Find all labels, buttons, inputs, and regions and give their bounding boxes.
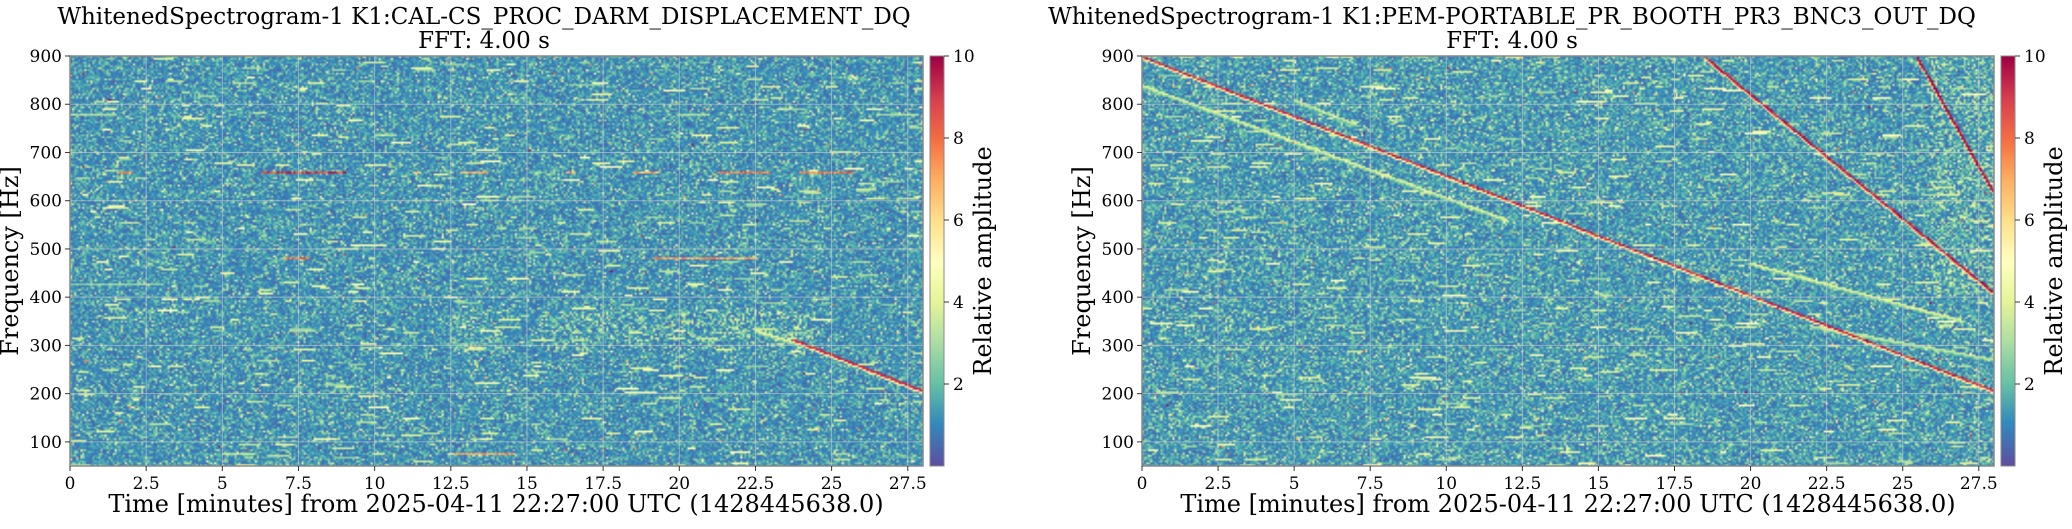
x-tick-label: 0 (1137, 474, 1148, 494)
grid-lines (70, 56, 923, 466)
y-tick-label: 100 (1102, 433, 1134, 453)
x-axis: 0 2.5 5 7.5 10 12.5 15 17.5 20 22.5 25 27.5 (1137, 466, 1998, 494)
colorbar-tick-label: 10 (2024, 47, 2046, 67)
x-tick-label: 12.5 (1503, 474, 1541, 494)
y-tick-label: 700 (30, 143, 62, 163)
colorbar (2001, 56, 2015, 466)
y-tick-label: 300 (30, 336, 62, 356)
y-tick-label: 700 (1102, 143, 1134, 163)
x-tick-label: 7.5 (285, 474, 312, 494)
colorbar-ticks: 2 4 6 8 10 (2015, 47, 2046, 395)
x-tick-label: 27.5 (889, 474, 927, 494)
y-tick-label: 800 (30, 95, 62, 115)
y-tick-label: 500 (1102, 240, 1134, 260)
x-tick-label: 5 (217, 474, 228, 494)
y-tick-label: 200 (1102, 385, 1134, 405)
y-tick-label: 900 (1102, 47, 1134, 67)
y-tick-label: 100 (30, 433, 62, 453)
grid-lines (1142, 56, 1994, 466)
y-tick-label: 900 (30, 47, 62, 67)
colorbar-frame (2000, 55, 2016, 467)
colorbar-tick-label: 8 (953, 129, 964, 149)
spectrogram-image (70, 56, 923, 466)
colorbar-tick-label: 4 (2024, 293, 2035, 313)
y-tick-label: 400 (30, 288, 62, 308)
colorbar-tick-label: 6 (953, 211, 964, 231)
x-tick-label: 2.5 (1205, 474, 1232, 494)
colorbar-tick-label: 4 (953, 293, 964, 313)
y-tick-label: 600 (1102, 192, 1134, 212)
x-tick-label: 20 (1740, 474, 1762, 494)
x-tick-label: 25 (821, 474, 843, 494)
x-tick-label: 10 (364, 474, 386, 494)
x-axis-label: Time [minutes] from 2025-04-11 22:27:00 … (1180, 490, 1955, 518)
x-tick-label: 22.5 (737, 474, 775, 494)
chart-title: WhitenedSpectrogram-1 K1:CAL-CS_PROC_DAR… (57, 4, 910, 30)
y-tick-label: 300 (1102, 336, 1134, 356)
x-tick-label: 5 (1289, 474, 1300, 494)
panel-1: WhitenedSpectrogram-1 K1:CAL-CS_PROC_DAR… (0, 4, 997, 518)
y-tick-label: 500 (30, 240, 62, 260)
y-tick-label: 600 (30, 192, 62, 212)
x-tick-label: 25 (1892, 474, 1914, 494)
chart-title: WhitenedSpectrogram-1 K1:PEM-PORTABLE_PR… (1048, 4, 1976, 30)
x-tick-label: 7.5 (1357, 474, 1384, 494)
x-tick-label: 22.5 (1808, 474, 1846, 494)
colorbar-ticks: 2 4 6 8 10 (944, 47, 975, 395)
x-tick-label: 12.5 (432, 474, 470, 494)
x-tick-label: 15 (516, 474, 538, 494)
chart-subtitle: FFT: 4.00 s (418, 28, 550, 54)
x-tick-label: 20 (668, 474, 690, 494)
y-axis: 100 200 300 400 500 600 700 800 900 (1102, 47, 1142, 453)
colorbar-tick-label: 2 (2024, 375, 2035, 395)
x-tick-label: 2.5 (133, 474, 160, 494)
panel-2: WhitenedSpectrogram-1 K1:PEM-PORTABLE_PR… (1048, 4, 2068, 518)
plot-frame (1141, 55, 1995, 467)
spectrogram-image (1142, 56, 1994, 466)
x-tick-label: 27.5 (1960, 474, 1998, 494)
plot-frame (69, 55, 924, 467)
x-tick-label: 0 (65, 474, 76, 494)
y-tick-label: 400 (1102, 288, 1134, 308)
y-axis: 100 200 300 400 500 600 700 800 900 (30, 47, 70, 453)
colorbar-label: Relative amplitude (969, 146, 997, 375)
colorbar-tick-label: 2 (953, 375, 964, 395)
chart-subtitle: FFT: 4.00 s (1446, 28, 1578, 54)
y-axis-label: Frequency [Hz] (1068, 166, 1096, 356)
colorbar-tick-label: 8 (2024, 129, 2035, 149)
x-axis-label: Time [minutes] from 2025-04-11 22:27:00 … (108, 490, 883, 518)
x-tick-label: 17.5 (584, 474, 622, 494)
colorbar (930, 56, 944, 466)
x-axis: 0 2.5 5 7.5 10 12.5 15 17.5 20 22.5 25 27.5 (65, 466, 927, 494)
y-tick-label: 800 (1102, 95, 1134, 115)
y-axis-label: Frequency [Hz] (0, 166, 24, 356)
x-tick-label: 10 (1435, 474, 1457, 494)
colorbar-frame (929, 55, 945, 467)
colorbar-tick-label: 6 (2024, 211, 2035, 231)
colorbar-tick-label: 10 (953, 47, 975, 67)
x-tick-label: 15 (1588, 474, 1610, 494)
y-tick-label: 200 (30, 385, 62, 405)
x-tick-label: 17.5 (1656, 474, 1694, 494)
colorbar-label: Relative amplitude (2040, 146, 2068, 375)
